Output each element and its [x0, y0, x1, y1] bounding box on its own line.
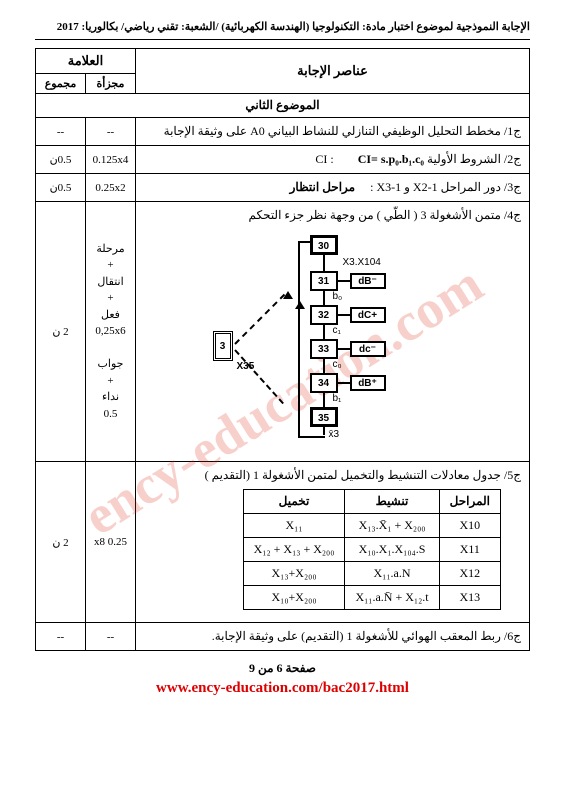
act-db-minus: dB⁻	[350, 273, 386, 289]
q3-total: 0.5ن	[36, 174, 86, 202]
equations-table: المراحل تنشيط تخميل X10 X₁₃.X̄₁ + X₂₀₀ X…	[243, 489, 501, 610]
table-row: ج1/ مخطط التحليل الوظيفي التنازلي للنشاط…	[36, 118, 530, 146]
q5-partial: 0.25 x8	[86, 462, 136, 623]
col-answers: عناصر الإجابة	[136, 49, 530, 94]
q2-total: 0.5ن	[36, 146, 86, 174]
q3-cell: ج3/ دور المراحل X2-1 و X3-1 : مراحل انتظ…	[136, 174, 530, 202]
act-dc-plus: dC+	[350, 307, 386, 323]
q6-total: --	[36, 623, 86, 651]
node-33: 33	[310, 339, 338, 359]
q2-cell: ج2/ الشروط الأولية CI : CI= s.p₀.b₁.c₀	[136, 146, 530, 174]
node-30: 30	[310, 235, 338, 255]
q5-cell: ج5/ جدول معادلات التنشيط والتخميل لمتمن …	[136, 462, 530, 623]
table-row: ج4/ متمن الأشغولة 3 ( الطّي ) من وجهة نظ…	[36, 202, 530, 462]
node-34: 34	[310, 373, 338, 393]
q2-partial: 0.125x4	[86, 146, 136, 174]
side-box-3: 3	[213, 331, 233, 361]
q6-text: ج6/ ربط المعقب الهوائي للأشغولة 1 (التقد…	[136, 623, 530, 651]
q3-partial: 0.25x2	[86, 174, 136, 202]
q4-cell: ج4/ متمن الأشغولة 3 ( الطّي ) من وجهة نظ…	[136, 202, 530, 462]
col-mark: العلامة	[36, 49, 136, 74]
act-dc-minus: dc⁻	[350, 341, 386, 357]
answers-table: عناصر الإجابة العلامة مجزأة مجموع الموضو…	[35, 48, 530, 651]
table-row: ج5/ جدول معادلات التنشيط والتخميل لمتمن …	[36, 462, 530, 623]
source-url: www.ency-education.com/bac2017.html	[35, 680, 530, 697]
col-total: مجموع	[36, 74, 86, 94]
col-partial: مجزأة	[86, 74, 136, 94]
q1-total: --	[36, 118, 86, 146]
topic-2-title: الموضوع الثاني	[36, 94, 530, 118]
q5-total: 2 ن	[36, 462, 86, 623]
grafcet-diagram: 30 31 32 33 34 35 dB⁻ dC+ dc⁻ dB⁺ X3.X10…	[203, 231, 463, 451]
table-row: ج3/ دور المراحل X2-1 و X3-1 : مراحل انتظ…	[36, 174, 530, 202]
node-31: 31	[310, 271, 338, 291]
act-db-plus: dB⁺	[350, 375, 386, 391]
exam-header: الإجابة النموذجية لموضوع اختبار مادة: ال…	[35, 20, 530, 40]
q4-partial: مرحلة + انتقال + فعل 0,25x6 جواب + نداء …	[86, 202, 136, 462]
q1-text: ج1/ مخطط التحليل الوظيفي التنازلي للنشاط…	[136, 118, 530, 146]
lbl-x3x104: X3.X104	[343, 257, 381, 268]
q1-partial: --	[86, 118, 136, 146]
q4-total: 2 ن	[36, 202, 86, 462]
table-row: ج2/ الشروط الأولية CI : CI= s.p₀.b₁.c₀ 0…	[36, 146, 530, 174]
table-row: ج6/ ربط المعقب الهوائي للأشغولة 1 (التقد…	[36, 623, 530, 651]
node-32: 32	[310, 305, 338, 325]
node-35: 35	[310, 407, 338, 427]
page-number: صفحة 6 من 9	[35, 661, 530, 676]
q6-partial: --	[86, 623, 136, 651]
